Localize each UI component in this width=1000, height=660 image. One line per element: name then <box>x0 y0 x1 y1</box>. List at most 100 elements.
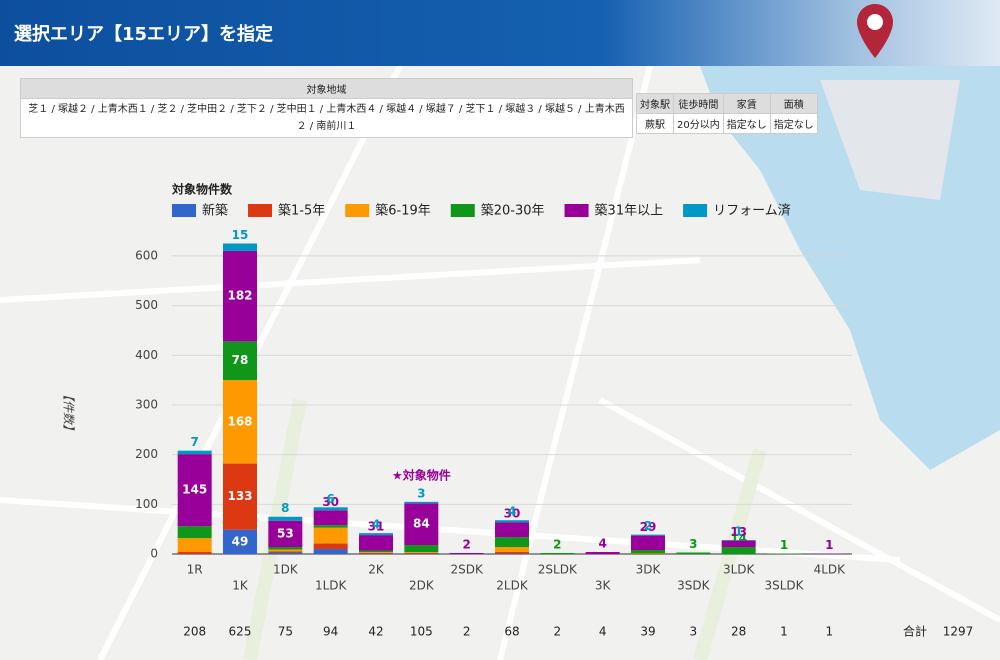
bar-segment <box>721 547 756 554</box>
data-label: 4 <box>598 537 606 551</box>
bar-segment <box>631 534 665 536</box>
data-label: 78 <box>232 353 249 367</box>
bar-segment <box>721 540 756 548</box>
legend-swatch <box>564 204 589 217</box>
data-label: 145 <box>182 483 207 497</box>
legend-swatch <box>248 204 273 217</box>
bar-segment <box>223 380 257 464</box>
bar-segment <box>359 552 393 554</box>
legend-label: 築1-5年 <box>278 204 325 219</box>
condition-value: 指定なし <box>769 113 818 134</box>
condition-table: 対象駅 徒歩時間 家賃 面積 蕨駅 20分以内 指定なし 指定なし <box>636 93 818 134</box>
data-label: 1 <box>734 525 742 539</box>
bar-segment <box>268 520 303 548</box>
bar-segment <box>313 543 348 550</box>
y-tick-label: 300 <box>135 397 158 411</box>
bar-segment <box>177 450 212 455</box>
annotation: ★対象物件 <box>392 467 451 482</box>
total-value: 75 <box>278 625 293 639</box>
bar-segment <box>404 545 439 553</box>
total-value: 4 <box>599 625 607 639</box>
bar-segment <box>495 522 529 538</box>
bar-segment <box>631 535 665 551</box>
pin-icon <box>857 4 893 58</box>
bar-segment <box>313 507 348 511</box>
pier <box>820 80 960 200</box>
bar-segment <box>495 547 529 553</box>
x-tick-label: 2SDK <box>450 563 483 577</box>
data-label: 30 <box>504 507 521 521</box>
bar-segment <box>177 552 212 554</box>
bar-segment <box>223 250 257 342</box>
bar-segment <box>268 551 303 553</box>
bar-segment <box>676 552 711 554</box>
legend-label: 築31年以上 <box>595 204 664 219</box>
legend-label: 築20-30年 <box>481 204 545 219</box>
x-tick-label: 1K <box>232 579 249 593</box>
total-value: 625 <box>229 625 252 639</box>
bar-segment <box>313 510 348 526</box>
data-label: 182 <box>227 289 252 303</box>
x-tick-label: 2SLDK <box>538 563 578 577</box>
total-value: 68 <box>504 625 519 639</box>
y-tick-label: 600 <box>135 248 158 262</box>
x-tick-label: 3SLDK <box>764 579 804 593</box>
data-label: 133 <box>227 489 252 503</box>
legend-swatch <box>345 204 370 217</box>
bar-segment <box>359 533 393 536</box>
chart-title: 対象物件数 <box>171 182 233 197</box>
bar-segment <box>585 552 620 554</box>
bar-segment <box>404 501 439 504</box>
x-tick-label: 1LDK <box>315 579 348 593</box>
data-label: 6 <box>326 492 334 506</box>
bar-segment <box>223 463 257 530</box>
x-tick-label: 1DK <box>273 563 299 577</box>
y-tick-label: 100 <box>135 497 158 511</box>
total-sum: 1297 <box>943 625 974 639</box>
total-value: 1 <box>780 625 788 639</box>
legend-label: 築6-19年 <box>375 204 431 219</box>
x-tick-label: 2K <box>368 563 385 577</box>
bar-segment <box>495 552 529 554</box>
bar-segment <box>495 537 529 548</box>
data-label: 8 <box>281 501 289 515</box>
legend-label: 新築 <box>202 203 228 219</box>
bar-segment <box>223 529 257 554</box>
data-label: 31 <box>368 520 385 534</box>
area-table: 対象地域 芝１ / 塚越２ / 上青木西１ / 芝２ / 芝中田２ / 芝下２ … <box>20 78 633 138</box>
data-label: 1 <box>825 538 833 552</box>
bar-segment <box>404 552 439 554</box>
total-value: 2 <box>463 625 471 639</box>
header-title: 選択エリア【15エリア】を指定 <box>14 24 274 45</box>
data-label: 3 <box>689 537 697 551</box>
total-value: 28 <box>731 625 746 639</box>
bar-segment <box>177 454 212 527</box>
total-value: 2 <box>554 625 562 639</box>
condition-value: 蕨駅 <box>636 113 674 134</box>
data-label: 4 <box>372 518 380 532</box>
x-tick-label: 2LDK <box>496 579 529 593</box>
header: 選択エリア【15エリア】を指定 <box>0 0 1000 66</box>
data-label: 2 <box>462 538 470 552</box>
y-tick-label: 400 <box>135 348 158 362</box>
data-label: 29 <box>640 520 657 534</box>
data-label: 84 <box>413 517 430 531</box>
total-value: 42 <box>368 625 383 639</box>
x-tick-label: 1R <box>187 563 203 577</box>
bar-segment <box>177 526 212 539</box>
x-tick-label: 3DK <box>636 563 662 577</box>
condition-header: 対象駅 <box>636 93 674 114</box>
total-value: 39 <box>640 625 655 639</box>
y-tick-label: 200 <box>135 447 158 461</box>
data-label: 2 <box>644 519 652 533</box>
x-tick-label: 3K <box>595 579 612 593</box>
area-list: 芝１ / 塚越２ / 上青木西１ / 芝２ / 芝中田２ / 芝下２ / 芝中田… <box>20 98 633 138</box>
bar-segment <box>177 538 212 553</box>
data-label: 2 <box>553 538 561 552</box>
total-value: 208 <box>183 625 206 639</box>
total-value: 1 <box>826 625 834 639</box>
bar-segment <box>313 549 348 554</box>
condition-header: 面積 <box>769 93 818 114</box>
